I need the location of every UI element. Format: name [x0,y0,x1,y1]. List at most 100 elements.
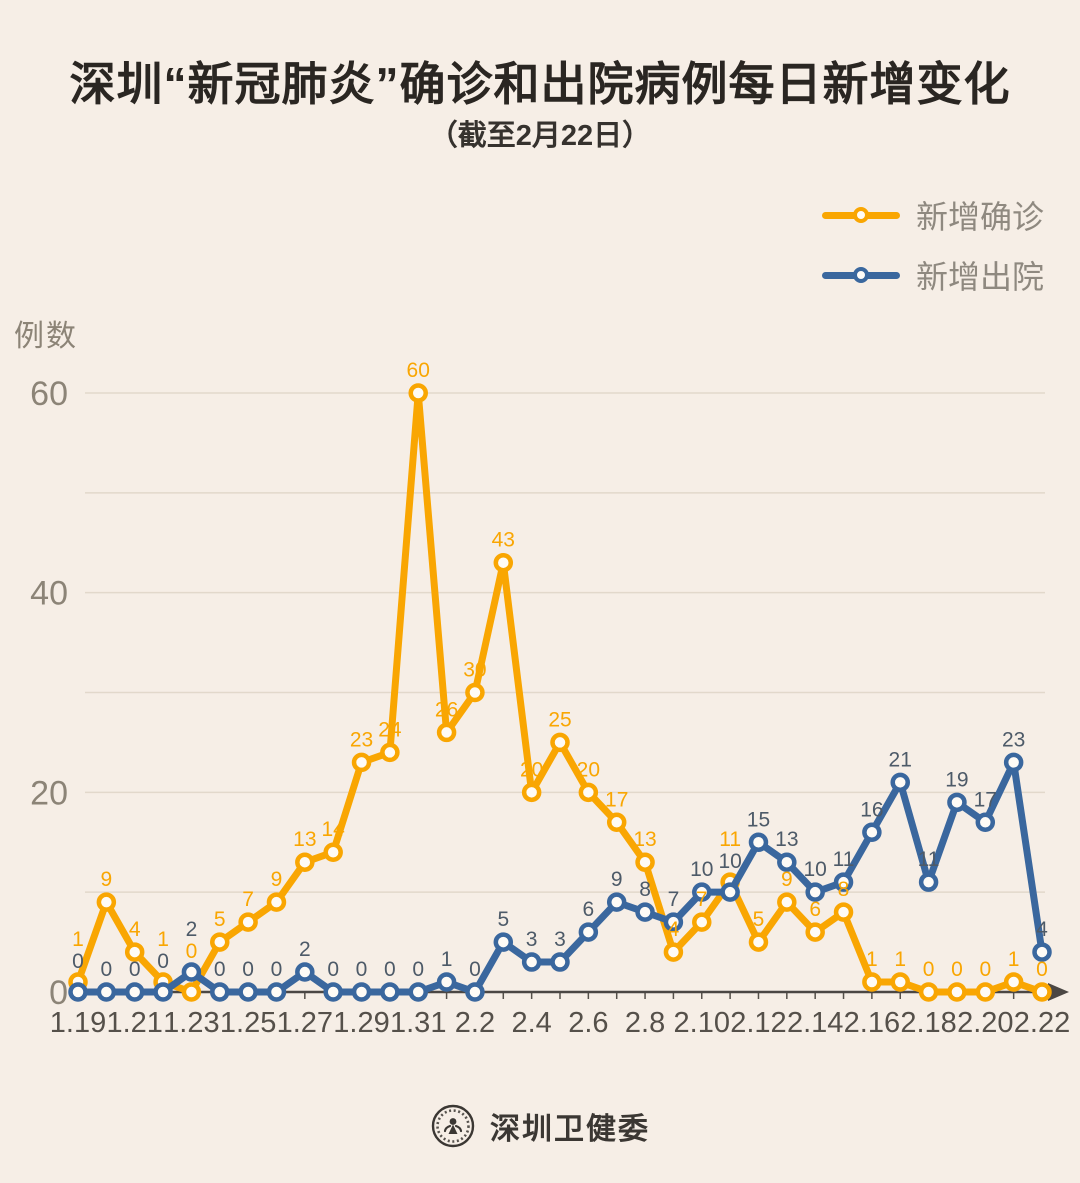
discharged-value-label: 0 [72,950,84,973]
discharged-value-label: 19 [945,768,968,791]
discharged-value-label: 10 [718,850,741,873]
discharged-line-swatch-icon [821,267,900,283]
confirmed-value-label: 1 [866,948,878,971]
confirmed-data-point [380,742,400,763]
discharged-value-label: 16 [860,798,883,821]
discharged-data-point [436,972,457,992]
discharged-data-point [465,982,485,1002]
discharged-data-point [210,982,230,1002]
confirmed-data-point [833,902,854,922]
confirmed-data-point [266,892,287,912]
discharged-value-label: 2 [186,918,198,941]
discharged-value-label: 0 [384,958,396,981]
discharged-value-label: 0 [271,958,283,981]
confirmed-value-label: 0 [1036,958,1048,981]
discharged-value-label: 0 [242,958,254,981]
discharged-value-label: 15 [747,808,770,831]
confirmed-value-label: 0 [951,958,963,981]
discharged-data-point [635,902,655,922]
confirmed-data-point [436,722,457,743]
discharged-data-point [550,952,570,972]
x-tick-label: 2.20 [957,1007,1013,1039]
confirmed-data-point [805,922,825,942]
x-tick-label: 1.19 [50,1007,106,1039]
confirmed-value-label: 60 [407,359,430,382]
discharged-data-point [493,932,514,952]
discharged-value-label: 0 [469,958,481,981]
confirmed-value-label: 4 [129,918,141,941]
discharged-data-point [153,982,173,1002]
confirmed-value-label: 11 [719,828,741,851]
confirmed-data-point [351,752,372,773]
x-tick-label: 2.8 [625,1007,665,1039]
x-tick-label: 1.27 [277,1007,333,1039]
confirmed-value-label: 13 [633,828,656,851]
confirmed-value-label: 14 [321,818,345,841]
discharged-data-point [68,982,88,1002]
discharged-value-label: 0 [214,958,226,981]
x-tick-label: 2.16 [844,1007,900,1039]
confirmed-value-label: 5 [753,908,765,931]
confirmed-value-label: 13 [293,828,316,851]
legend-item-confirmed: 新增确诊 [821,192,1044,238]
discharged-data-point [578,922,599,942]
discharged-value-label: 4 [1036,918,1048,941]
discharged-data-point [521,952,542,972]
confirmed-data-point [635,852,655,872]
confirmed-value-label: 5 [214,908,226,931]
confirmed-data-point [96,892,117,912]
x-tick-label: 2.14 [787,1007,843,1039]
confirmed-value-label: 4 [668,918,680,941]
discharged-data-point [947,792,967,813]
discharged-value-label: 10 [690,858,713,881]
discharged-value-label: 1 [441,948,453,971]
confirmed-data-point [1003,972,1024,992]
legend: 新增确诊 新增出院 [821,192,1044,298]
confirmed-value-label: 1 [157,928,169,951]
discharged-value-label: 23 [1002,728,1025,751]
y-tick-label: 0 [49,974,68,1012]
discharged-data-point [323,982,343,1002]
x-axis-arrow [1048,983,1069,1001]
discharged-data-point [181,962,202,982]
confirmed-data-point [578,782,599,803]
discharged-value-label: 11 [833,848,855,871]
discharged-data-point [408,982,428,1002]
confirmed-value-label: 20 [520,758,543,781]
x-tick-label: 1.23 [163,1007,219,1039]
confirmed-data-point [1032,982,1052,1002]
discharged-value-label: 6 [583,898,595,921]
szhc-logo-icon [431,1104,475,1148]
discharged-data-point [266,982,287,1002]
discharged-data-point [96,982,117,1002]
discharged-data-point [918,872,939,892]
discharged-data-point [720,882,740,902]
discharged-data-point [862,822,882,843]
legend-label-discharged: 新增出院 [915,259,1044,295]
confirmed-line-swatch-icon [821,207,900,223]
discharged-value-label: 21 [889,748,912,771]
confirmed-data-point [748,932,769,952]
confirmed-value-label: 23 [350,728,373,751]
confirmed-value-label: 30 [463,659,486,682]
x-tick-label: 1.29 [333,1007,389,1039]
confirmed-value-label: 1 [1008,948,1020,971]
discharged-value-label: 0 [327,958,339,981]
discharged-dot-icon [852,267,869,283]
discharged-data-point [833,872,854,892]
confirmed-value-label: 7 [696,888,708,911]
confirmed-data-point [408,383,428,403]
confirmed-value-label: 9 [271,868,283,891]
discharged-data-point [124,982,145,1002]
discharged-value-label: 0 [157,950,169,973]
y-tick-label: 20 [30,774,68,812]
discharged-value-label: 13 [775,828,798,851]
x-tick-label: 2.22 [1014,1007,1070,1039]
confirmed-value-label: 26 [435,698,458,721]
discharged-value-label: 7 [668,888,680,911]
confirmed-data-point [975,982,996,1002]
confirmed-value-label: 0 [979,958,991,981]
x-tick-label: 1.21 [106,1007,162,1039]
